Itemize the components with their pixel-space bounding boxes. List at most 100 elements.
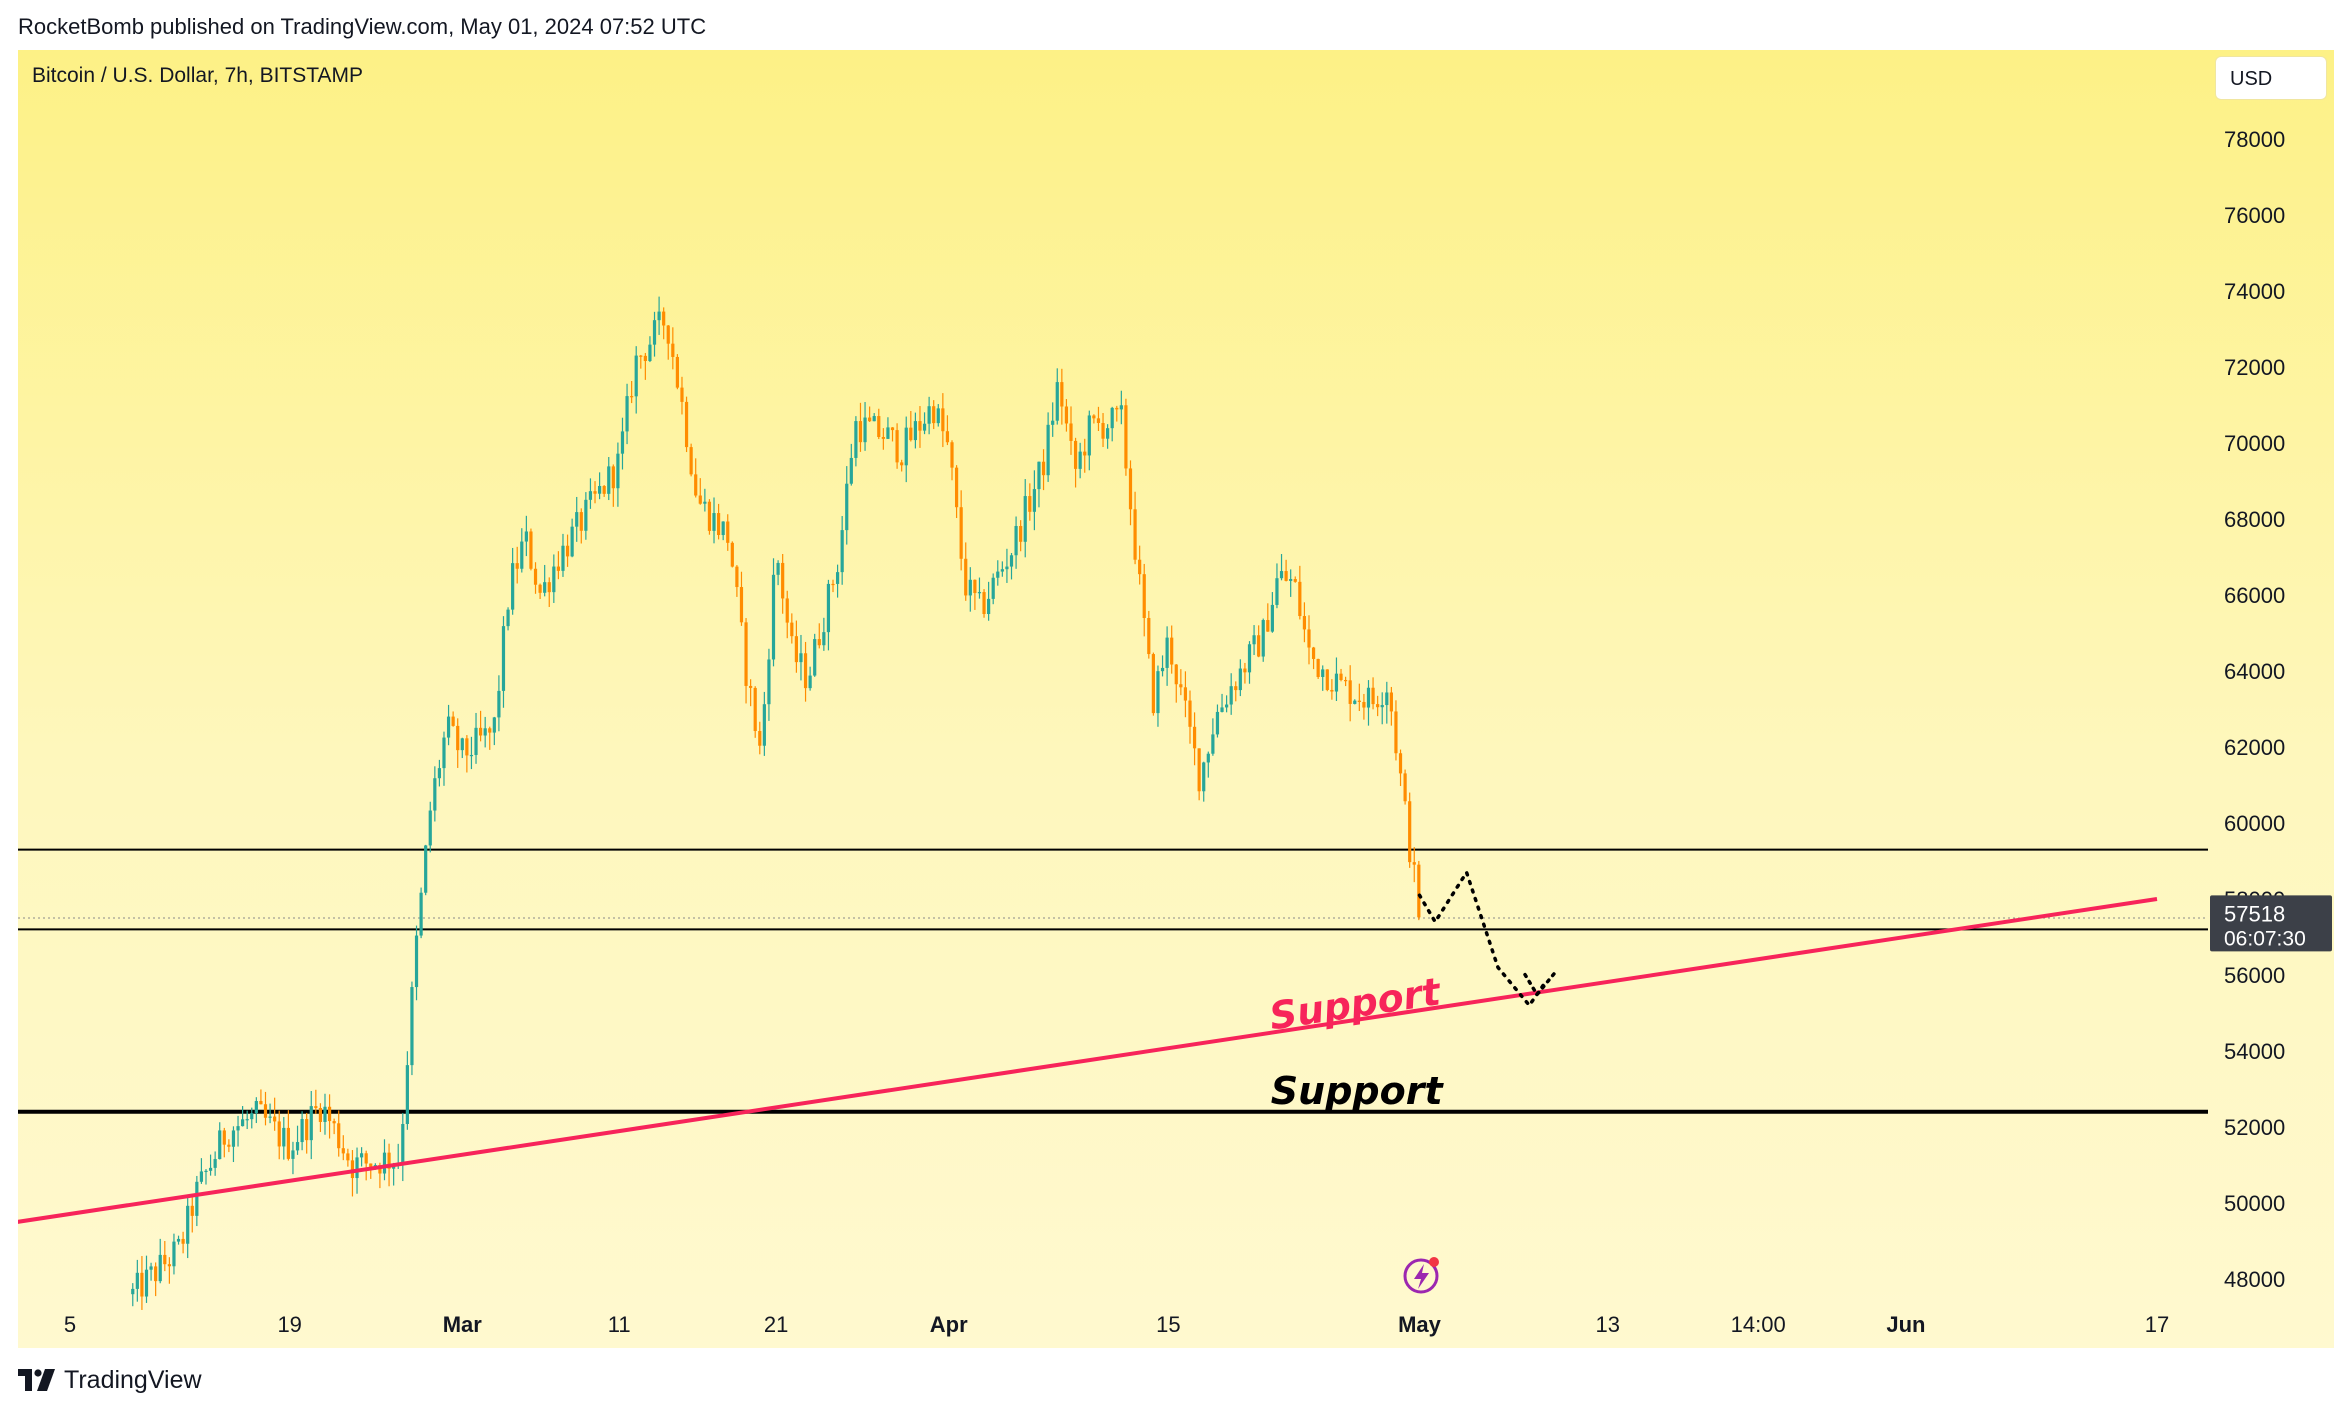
candle	[346, 1148, 350, 1167]
x-tick-label: May	[1398, 1312, 1442, 1337]
candle	[694, 458, 698, 498]
candle	[204, 1169, 208, 1185]
candle	[1101, 413, 1105, 448]
candle	[263, 1091, 268, 1126]
candle	[886, 417, 890, 439]
candle	[428, 801, 432, 853]
candle	[835, 564, 840, 598]
candle	[1051, 402, 1055, 437]
candle	[236, 1115, 240, 1147]
chart-area[interactable]: 4800050000520005400056000580006000062000…	[18, 50, 2334, 1348]
y-tick-label: 60000	[2224, 811, 2285, 836]
candle	[799, 634, 803, 681]
candle	[1032, 470, 1036, 531]
candle	[1000, 561, 1004, 577]
candle	[199, 1158, 204, 1184]
y-axis: 4800050000520005400056000580006000062000…	[2224, 127, 2285, 1292]
candle	[1037, 461, 1041, 508]
candle	[1215, 704, 1220, 738]
candle	[286, 1110, 290, 1161]
price-chart[interactable]: 4800050000520005400056000580006000062000…	[18, 50, 2334, 1348]
candle	[556, 551, 561, 580]
candle	[900, 459, 904, 472]
candle	[1211, 718, 1215, 756]
tradingview-logo[interactable]: TradingView	[18, 1362, 202, 1398]
x-tick-label: Mar	[443, 1312, 483, 1337]
y-tick-label: 54000	[2224, 1039, 2285, 1064]
candle	[1110, 406, 1114, 442]
candle	[730, 541, 734, 568]
support-trendline[interactable]	[18, 897, 2158, 1226]
candle	[1078, 442, 1082, 479]
projection-path[interactable]	[1417, 868, 1547, 1009]
candle	[936, 404, 940, 427]
candle	[1046, 412, 1050, 482]
currency-button[interactable]: USD	[2215, 56, 2327, 100]
candle	[858, 402, 863, 452]
candle	[1243, 662, 1247, 684]
candle	[1325, 669, 1329, 692]
candle	[465, 735, 469, 773]
candle	[305, 1112, 309, 1154]
candle	[977, 577, 982, 599]
candle	[451, 711, 455, 727]
candle	[1073, 437, 1078, 488]
candle	[575, 496, 579, 542]
candle	[616, 442, 620, 507]
candle	[140, 1256, 144, 1310]
candle	[1220, 693, 1224, 713]
candle	[1225, 695, 1229, 713]
candle	[918, 406, 922, 448]
candle	[515, 546, 519, 584]
candle	[785, 590, 789, 639]
y-tick-label: 56000	[2224, 963, 2285, 988]
candle	[561, 533, 565, 577]
candle	[1266, 603, 1270, 632]
candle	[222, 1127, 226, 1158]
candle	[1412, 847, 1416, 883]
y-tick-label: 76000	[2224, 203, 2285, 228]
candle	[913, 412, 917, 449]
candle	[950, 440, 954, 481]
candle	[492, 716, 496, 746]
y-tick-label: 68000	[2224, 507, 2285, 532]
horizontal-lines	[18, 848, 2208, 1114]
candle	[1060, 368, 1064, 425]
publish-line: RocketBomb published on TradingView.com,…	[18, 14, 707, 39]
candle	[1142, 563, 1146, 637]
y-tick-label: 78000	[2224, 127, 2285, 152]
candle	[144, 1255, 149, 1303]
candle	[671, 327, 675, 370]
lightning-icon[interactable]	[1403, 1257, 1439, 1294]
support-annotation-1[interactable]: Support	[1267, 969, 1445, 1038]
candle	[625, 383, 629, 445]
candle	[1115, 405, 1119, 422]
candle	[1206, 751, 1210, 778]
candle	[680, 376, 684, 415]
candle	[254, 1097, 258, 1124]
candle	[634, 346, 638, 414]
candle	[602, 485, 606, 497]
candle	[854, 416, 858, 467]
candle	[1179, 669, 1183, 696]
candle	[776, 560, 780, 586]
candle	[1408, 792, 1412, 868]
candle	[483, 716, 487, 748]
candle	[643, 352, 647, 380]
support-annotation-2[interactable]: Support	[1271, 1069, 1445, 1113]
candle	[1064, 399, 1069, 432]
candle	[1344, 676, 1348, 687]
candle	[295, 1125, 300, 1155]
candle	[1041, 449, 1046, 491]
candle	[1362, 693, 1366, 720]
candle	[987, 581, 991, 621]
candle	[323, 1093, 327, 1135]
candle	[1394, 700, 1398, 761]
candle	[213, 1151, 217, 1176]
candle	[657, 296, 661, 335]
candle	[1261, 618, 1265, 662]
candle	[570, 518, 574, 558]
candle	[845, 466, 849, 545]
x-tick-label: 15	[1156, 1312, 1180, 1337]
candle	[1279, 554, 1284, 581]
